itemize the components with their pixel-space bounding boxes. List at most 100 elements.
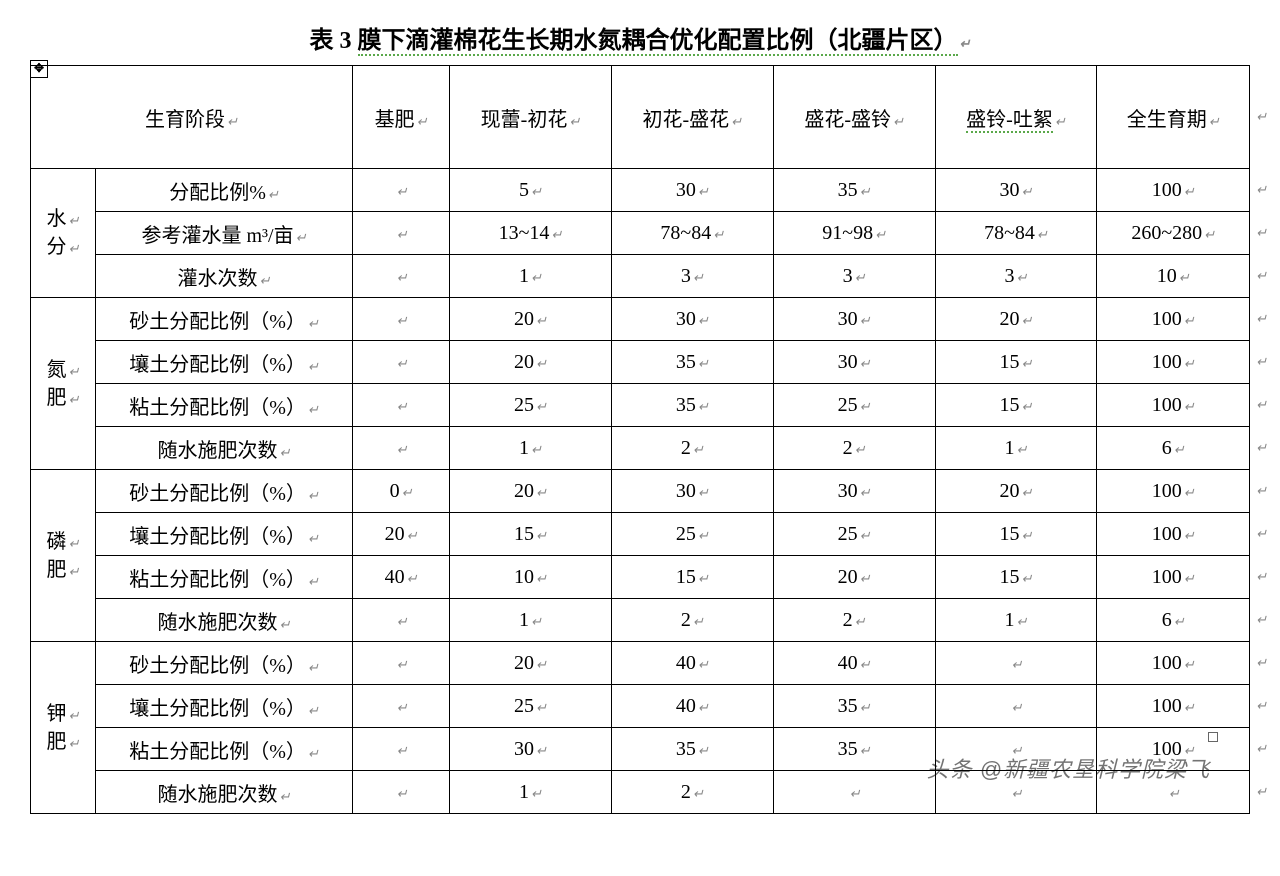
- data-cell: 1↵: [450, 255, 612, 298]
- data-cell: 10↵↵: [1097, 255, 1250, 298]
- data-cell: 1↵: [450, 771, 612, 814]
- row-label: 灌水次数↵: [96, 255, 353, 298]
- table-row: 随水施肥次数↵↵1↵2↵2↵1↵6↵↵: [31, 599, 1250, 642]
- table-row: 灌水次数↵↵1↵3↵3↵3↵10↵↵: [31, 255, 1250, 298]
- table-row: 壤土分配比例（%）↵20↵15↵25↵25↵15↵100↵↵: [31, 513, 1250, 556]
- data-cell: 100↵↵: [1097, 298, 1250, 341]
- row-label: 壤土分配比例（%）↵: [96, 341, 353, 384]
- data-cell: 20↵: [935, 298, 1097, 341]
- data-cell: 15↵: [611, 556, 773, 599]
- data-cell: 30↵: [935, 169, 1097, 212]
- data-cell: ↵: [353, 255, 450, 298]
- table-row: 粘土分配比例（%）↵40↵10↵15↵20↵15↵100↵↵: [31, 556, 1250, 599]
- data-cell: 35↵: [611, 341, 773, 384]
- group-label: 水↵分↵: [31, 169, 96, 298]
- data-cell: 20↵: [773, 556, 935, 599]
- data-cell: 15↵: [935, 384, 1097, 427]
- data-cell: 40↵: [611, 642, 773, 685]
- data-cell: ↵: [935, 642, 1097, 685]
- table-row: 磷↵肥↵砂土分配比例（%）↵0↵20↵30↵30↵20↵100↵↵: [31, 470, 1250, 513]
- data-cell: 30↵: [773, 341, 935, 384]
- data-cell: ↵: [353, 169, 450, 212]
- row-label: 随水施肥次数↵: [96, 599, 353, 642]
- data-cell: 100↵↵: [1097, 556, 1250, 599]
- table-title: 表 3 膜下滴灌棉花生长期水氮耦合优化配置比例（北疆片区）↵ ✥: [30, 20, 1250, 55]
- data-cell: ↵: [935, 685, 1097, 728]
- data-cell: ↵: [353, 685, 450, 728]
- row-label: 粘土分配比例（%）↵: [96, 728, 353, 771]
- square-mark-icon: [1208, 732, 1218, 742]
- data-cell: 100↵↵: [1097, 169, 1250, 212]
- data-cell: 3↵: [611, 255, 773, 298]
- title-main: 膜下滴灌棉花生长期水氮耦合优化配置比例（北疆片区）: [358, 28, 958, 56]
- table-row: 参考灌水量 m³/亩↵↵13~14↵78~84↵91~98↵78~84↵260~…: [31, 212, 1250, 255]
- data-cell: 15↵: [935, 513, 1097, 556]
- table-row: 壤土分配比例（%）↵↵25↵40↵35↵↵100↵↵: [31, 685, 1250, 728]
- data-table: 生育阶段↵ 基肥↵ 现蕾-初花↵ 初花-盛花↵ 盛花-盛铃↵ 盛铃-吐絮↵ 全生…: [30, 65, 1250, 814]
- row-label: 砂土分配比例（%）↵: [96, 642, 353, 685]
- data-cell: 35↵: [773, 685, 935, 728]
- data-cell: ↵: [353, 384, 450, 427]
- data-cell: 20↵: [353, 513, 450, 556]
- header-col-2: 现蕾-初花↵: [450, 66, 612, 169]
- data-cell: 30↵: [611, 298, 773, 341]
- group-label: 氮↵肥↵: [31, 298, 96, 470]
- data-cell: 1↵: [450, 599, 612, 642]
- data-cell: 15↵: [935, 341, 1097, 384]
- data-cell: 100↵↵: [1097, 642, 1250, 685]
- data-cell: 0↵: [353, 470, 450, 513]
- header-col-6: 全生育期↵↵: [1097, 66, 1250, 169]
- data-cell: 260~280↵↵: [1097, 212, 1250, 255]
- row-label: 壤土分配比例（%）↵: [96, 685, 353, 728]
- data-cell: 5↵: [450, 169, 612, 212]
- header-row: 生育阶段↵ 基肥↵ 现蕾-初花↵ 初花-盛花↵ 盛花-盛铃↵ 盛铃-吐絮↵ 全生…: [31, 66, 1250, 169]
- data-cell: 25↵: [773, 513, 935, 556]
- data-cell: ↵: [353, 771, 450, 814]
- data-cell: 25↵: [450, 384, 612, 427]
- row-label: 粘土分配比例（%）↵: [96, 384, 353, 427]
- title-prefix: 表 3: [310, 28, 358, 54]
- row-label: 粘土分配比例（%）↵: [96, 556, 353, 599]
- data-cell: 40↵: [611, 685, 773, 728]
- data-cell: 6↵↵: [1097, 599, 1250, 642]
- data-cell: 1↵: [935, 599, 1097, 642]
- data-cell: 30↵: [773, 470, 935, 513]
- data-cell: 78~84↵: [935, 212, 1097, 255]
- data-cell: 30↵: [773, 298, 935, 341]
- data-cell: 100↵↵: [1097, 470, 1250, 513]
- data-cell: 30↵: [611, 169, 773, 212]
- data-cell: 3↵: [935, 255, 1097, 298]
- data-cell: 15↵: [450, 513, 612, 556]
- data-cell: 40↵: [353, 556, 450, 599]
- group-label: 钾↵肥↵: [31, 642, 96, 814]
- watermark-text: 头条 @新疆农垦科学院梁飞: [927, 752, 1210, 784]
- data-cell: 2↵: [611, 427, 773, 470]
- document-container: 表 3 膜下滴灌棉花生长期水氮耦合优化配置比例（北疆片区）↵ ✥ 生育阶段↵ 基…: [30, 20, 1250, 814]
- table-row: 壤土分配比例（%）↵↵20↵35↵30↵15↵100↵↵: [31, 341, 1250, 384]
- data-cell: ↵: [353, 728, 450, 771]
- data-cell: 15↵: [935, 556, 1097, 599]
- table-row: 氮↵肥↵砂土分配比例（%）↵↵20↵30↵30↵20↵100↵↵: [31, 298, 1250, 341]
- table-row: 水↵分↵分配比例%↵↵5↵30↵35↵30↵100↵↵: [31, 169, 1250, 212]
- data-cell: 2↵: [773, 427, 935, 470]
- data-cell: 35↵: [611, 384, 773, 427]
- data-cell: 2↵: [611, 771, 773, 814]
- paragraph-mark: ↵: [960, 36, 971, 51]
- row-label: 随水施肥次数↵: [96, 771, 353, 814]
- data-cell: 30↵: [611, 470, 773, 513]
- data-cell: ↵: [353, 427, 450, 470]
- data-cell: ↵: [353, 298, 450, 341]
- data-cell: 25↵: [611, 513, 773, 556]
- data-cell: 91~98↵: [773, 212, 935, 255]
- data-cell: 1↵: [935, 427, 1097, 470]
- data-cell: 3↵: [773, 255, 935, 298]
- data-cell: 2↵: [611, 599, 773, 642]
- row-label: 砂土分配比例（%）↵: [96, 470, 353, 513]
- table-row: 粘土分配比例（%）↵↵25↵35↵25↵15↵100↵↵: [31, 384, 1250, 427]
- data-cell: 20↵: [450, 298, 612, 341]
- data-cell: 40↵: [773, 642, 935, 685]
- data-cell: 100↵↵: [1097, 513, 1250, 556]
- data-cell: 35↵: [773, 728, 935, 771]
- header-col-3: 初花-盛花↵: [611, 66, 773, 169]
- data-cell: 6↵↵: [1097, 427, 1250, 470]
